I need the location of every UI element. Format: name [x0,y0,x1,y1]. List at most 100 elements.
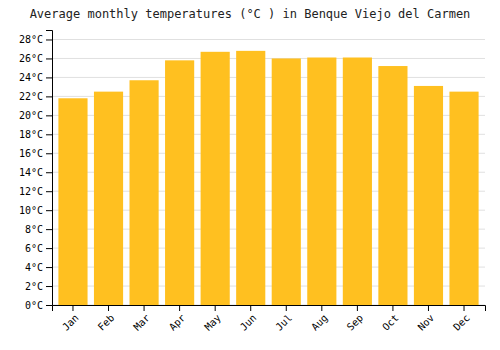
x-tick-label: Apr [167,312,188,333]
x-tick-label: Oct [380,312,401,333]
y-tick: 24°C [19,72,52,83]
y-tick: 10°C [19,205,52,216]
y-tick-label: 16°C [19,148,43,159]
y-tick-mark [46,134,52,135]
x-tick-label: Mar [131,312,152,333]
x-tick-mark [286,305,287,311]
chart: 0°C 2°C 4°C 6°C 8°C 10°C 12°C 14°C 16°C 18°C 20°C 2… [0,0,500,350]
x-tick: Feb [96,305,117,333]
x-tick: Jun [238,305,259,333]
y-tick-label: 8°C [25,224,43,235]
y-tick-mark [46,267,52,268]
x-tick: Aug [309,305,330,333]
bar [58,98,87,305]
x-tick: Jan [60,305,81,333]
y-tick-mark [46,191,52,192]
plot: 0°C 2°C 4°C 6°C 8°C 10°C 12°C 14°C 16°C 18°C 20°C 2… [19,31,486,333]
y-tick: 18°C [19,129,52,140]
y-tick: 8°C [25,224,52,235]
x-tick-label: Jun [238,312,259,333]
y-tick-mark [46,115,52,116]
y-tick-mark [46,172,52,173]
x-tick-label: Sep [345,312,366,333]
x-tick-mark [392,305,393,311]
x-tick: Oct [380,305,401,333]
bar [272,58,301,305]
y-tick: 26°C [19,53,52,64]
x-tick-mark [321,305,322,311]
x-tick-label: Jan [60,312,81,333]
bar [201,52,230,305]
bar [129,80,158,305]
y-axis-line [46,31,53,306]
y-tick: 0°C [25,300,52,311]
x-tick-mark [179,305,180,311]
x-tick-mark [108,305,109,311]
grid-line [52,77,485,78]
bar [165,60,194,305]
y-tick-label: 6°C [25,243,43,254]
grid-line [52,58,485,59]
grid [52,39,485,305]
y-tick: 20°C [19,110,52,121]
y-tick-mark [46,96,52,97]
y-tick-mark [46,58,52,59]
x-axis: Jan Feb Mar Apr May Jun Jul Aug Sep Oct Nov Dec [53,305,486,333]
y-tick-label: 24°C [19,72,43,83]
y-tick-label: 10°C [19,205,43,216]
y-tick-mark [46,229,52,230]
x-tick: Sep [345,305,366,333]
x-tick: Jul [274,305,295,333]
x-tick-label: Dec [451,312,472,333]
x-tick-mark [428,305,429,311]
x-tick-mark [250,305,251,311]
x-tick: May [202,305,223,333]
y-tick-label: 2°C [25,281,43,292]
y-tick: 2°C [25,281,52,292]
bar [449,92,478,305]
y-tick-mark [46,39,52,40]
y-tick: 16°C [19,148,52,159]
y-tick-mark [46,286,52,287]
x-tick-label: Aug [309,312,330,333]
bar [236,51,265,305]
y-tick-mark [46,153,52,154]
x-tick-mark [215,305,216,311]
y-tick-label: 4°C [25,262,43,273]
y-tick-mark [46,77,52,78]
grid-line [52,39,485,40]
y-tick-label: 26°C [19,53,43,64]
y-tick: 28°C [19,34,52,45]
bar [94,92,123,305]
bar [378,66,407,305]
x-tick-label: Nov [416,312,437,333]
y-tick: 6°C [25,243,52,254]
x-tick-mark [72,305,73,311]
y-tick-mark [46,305,52,306]
x-tick-label: Jul [274,312,295,333]
y-tick-label: 14°C [19,167,43,178]
y-tick-label: 12°C [19,186,43,197]
y-tick-mark [46,210,52,211]
y-tick: 12°C [19,186,52,197]
y-tick: 4°C [25,262,52,273]
x-axis-line [53,306,486,312]
y-tick-label: 0°C [25,300,43,311]
bar [343,58,372,306]
x-tick-mark [144,305,145,311]
title: Average monthly temperatures (°C ) in Be… [30,7,471,21]
y-tick: 14°C [19,167,52,178]
x-tick: Dec [451,305,472,333]
y-axis: 0°C 2°C 4°C 6°C 8°C 10°C 12°C 14°C 16°C 18°C 20°C 2… [19,31,53,311]
bar [307,58,336,306]
y-tick-label: 22°C [19,91,43,102]
y-tick-mark [46,248,52,249]
x-tick-mark [464,305,465,311]
y-tick: 22°C [19,91,52,102]
y-tick-label: 18°C [19,129,43,140]
y-tick-label: 20°C [19,110,43,121]
x-tick: Mar [131,305,152,333]
x-tick-mark [357,305,358,311]
bars [58,51,478,305]
x-tick-label: Feb [96,312,117,333]
